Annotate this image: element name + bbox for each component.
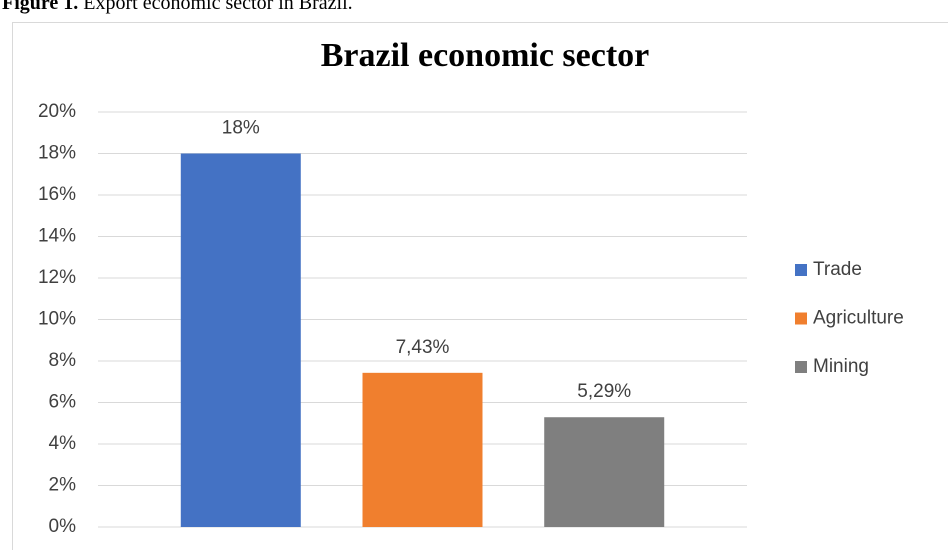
y-tick-label: 4% — [49, 433, 77, 454]
y-tick-label: 18% — [38, 143, 76, 164]
y-tick-label: 14% — [38, 226, 76, 247]
legend-swatch — [795, 361, 807, 373]
caption-label: Figure 1. — [2, 0, 78, 14]
y-tick-label: 12% — [38, 267, 76, 288]
y-tick-label: 0% — [49, 516, 77, 537]
bar — [180, 153, 301, 527]
bar — [544, 417, 665, 527]
data-label: 7,43% — [396, 337, 450, 358]
y-tick-label: 20% — [38, 101, 76, 122]
bar — [362, 372, 483, 527]
y-tick-label: 16% — [38, 184, 76, 205]
y-tick-label: 2% — [49, 475, 77, 496]
data-label: 18% — [222, 118, 260, 139]
legend-label: Agriculture — [813, 308, 904, 329]
y-tick-label: 8% — [49, 350, 77, 371]
chart-title: Brazil economic sector — [321, 37, 650, 74]
data-label: 5,29% — [577, 381, 631, 402]
chart-border — [12, 22, 948, 550]
caption: Figure 1. Export economic sector in Brazi… — [2, 0, 353, 14]
legend-swatch — [795, 312, 807, 325]
legend-swatch — [795, 264, 807, 276]
caption-text: Export economic sector in Brazil. — [83, 0, 352, 14]
y-tick-label: 6% — [49, 392, 77, 413]
legend-label: Trade — [813, 259, 862, 280]
legend-label: Mining — [813, 356, 869, 377]
y-tick-label: 10% — [38, 309, 76, 330]
